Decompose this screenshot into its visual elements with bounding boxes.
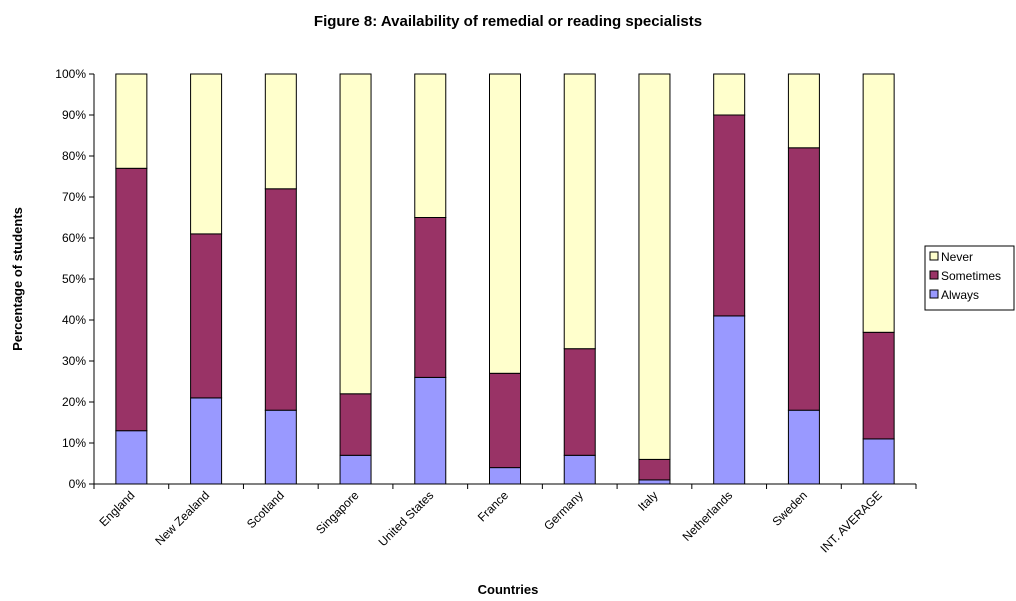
bar-segment-sometimes xyxy=(489,372,521,469)
x-tick-label: Sweden xyxy=(769,488,810,529)
y-tick-label: 60% xyxy=(62,231,86,245)
bar-segment-sometimes xyxy=(713,114,746,317)
bar-segment-never xyxy=(862,73,895,333)
bar-segment-sometimes xyxy=(339,393,372,456)
x-tick-label: France xyxy=(475,488,512,525)
y-tick-label: 50% xyxy=(62,272,86,286)
bar-segment-always xyxy=(190,397,223,485)
bar-segment-always xyxy=(339,454,372,485)
y-tick-label: 10% xyxy=(62,436,86,450)
bar-segment-always xyxy=(787,409,820,485)
x-tick-label: New Zealand xyxy=(152,488,212,548)
bar-segment-always xyxy=(264,409,297,485)
x-tick-label: Netherlands xyxy=(680,488,736,544)
bar-segment-always xyxy=(414,376,447,485)
legend-label-never: Never xyxy=(941,250,973,264)
y-tick-label: 40% xyxy=(62,313,86,327)
bar-segment-always xyxy=(563,454,596,485)
bar-segment-sometimes xyxy=(414,217,447,378)
y-tick-label: 30% xyxy=(62,354,86,368)
bar-segment-never xyxy=(414,73,447,218)
x-tick-label: Scotland xyxy=(244,488,287,531)
y-tick-label: 100% xyxy=(55,67,86,81)
bar-segment-never xyxy=(115,73,148,169)
x-tick-label: INT. AVERAGE xyxy=(817,488,884,555)
plot-area: 0% 10% 20% 30% 40% 50% 60% 70% 80% 90% 100% England… xyxy=(55,67,917,555)
bar-segment-always xyxy=(115,430,148,485)
x-tick-label: Singapore xyxy=(313,488,362,537)
bar-segment-never xyxy=(339,73,372,395)
legend-swatch-never xyxy=(929,251,939,261)
bar-segment-sometimes xyxy=(264,188,297,411)
legend-swatch-sometimes xyxy=(929,270,939,280)
legend-box xyxy=(924,245,1015,311)
bar-segment-never xyxy=(787,73,820,149)
bar-segment-sometimes xyxy=(787,147,820,411)
legend-swatch-always xyxy=(929,289,939,299)
bar-segment-always xyxy=(862,438,895,485)
legend-label-sometimes: Sometimes xyxy=(941,269,1001,283)
x-tick-label: Italy xyxy=(635,488,660,513)
y-tick-label: 90% xyxy=(62,108,86,122)
bar-segment-sometimes xyxy=(190,233,223,399)
x-tick-label: England xyxy=(96,488,137,529)
bar-segment-sometimes xyxy=(862,331,895,440)
y-axis-title: Percentage of students xyxy=(10,207,25,351)
bar-segment-never xyxy=(713,73,746,116)
bar-segment-always xyxy=(638,479,671,485)
x-tick-label: Germany xyxy=(541,488,586,533)
bar-segment-sometimes xyxy=(563,348,596,456)
bar-segment-always xyxy=(489,467,521,485)
bar-segment-never xyxy=(563,73,596,350)
bar-segment-sometimes xyxy=(638,458,671,481)
x-tick-label: United States xyxy=(376,488,437,549)
chart-title: Figure 8: Availability of remedial or re… xyxy=(314,13,702,30)
y-tick-label: 80% xyxy=(62,149,86,163)
bar-segment-never xyxy=(489,73,521,374)
bar-segment-never xyxy=(264,73,297,190)
y-tick-label: 0% xyxy=(69,477,87,491)
bar-segment-always xyxy=(713,315,746,485)
bar-segment-sometimes xyxy=(115,167,148,432)
x-axis-title: Countries xyxy=(478,582,539,597)
y-tick-label: 70% xyxy=(62,190,86,204)
y-tick-label: 20% xyxy=(62,395,86,409)
legend: Never Sometimes Always xyxy=(924,245,1015,311)
bar-segment-never xyxy=(190,73,223,235)
legend-label-always: Always xyxy=(941,288,979,302)
bar-segment-never xyxy=(638,73,671,460)
